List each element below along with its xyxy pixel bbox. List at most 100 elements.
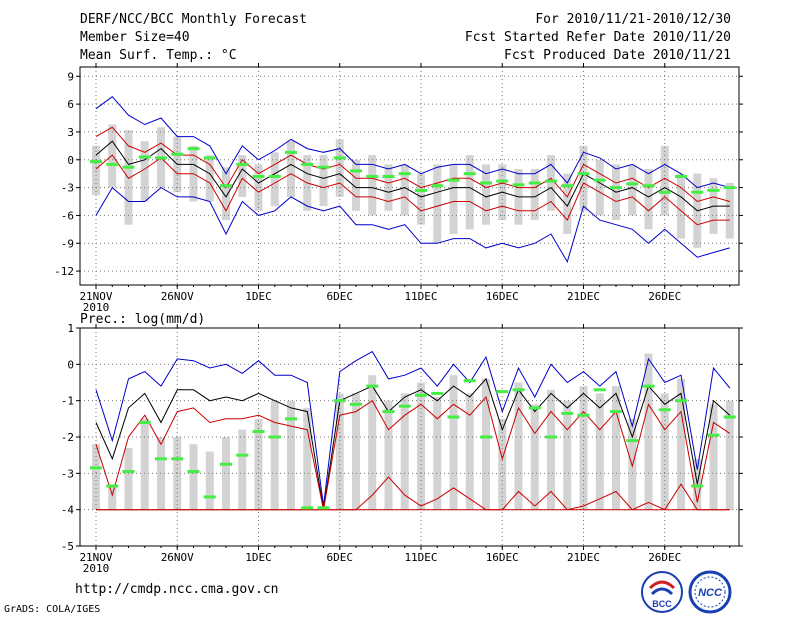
x-tick-label: 21DEC: [567, 551, 600, 564]
forecast-period: For 2010/11/21-2010/12/30: [535, 12, 731, 27]
x-tick-label: 1DEC: [245, 290, 272, 303]
y-tick-label: 0: [67, 358, 74, 371]
ensemble-box: [270, 400, 279, 510]
ensemble-box: [449, 375, 458, 510]
y-tick-label: -12: [54, 265, 74, 278]
ensemble-box: [660, 393, 669, 510]
grads-credit: GrADS: COLA/IGES: [4, 604, 101, 615]
ensemble-box: [108, 124, 117, 188]
observed-marker: [155, 457, 167, 461]
observed-marker: [593, 178, 606, 182]
y-tick-label: -6: [61, 209, 74, 222]
observed-marker: [431, 184, 444, 188]
ensemble-box: [725, 182, 734, 239]
series-line: [95, 154, 730, 226]
ensemble-box: [579, 145, 588, 211]
x-tick-label: 26DEC: [648, 290, 681, 303]
observed-marker: [138, 420, 151, 424]
ensemble-box: [368, 375, 377, 510]
x-tick-label: 26NOV: [161, 551, 194, 564]
ensemble-box: [205, 155, 214, 202]
observed-marker: [268, 435, 281, 439]
observed-marker: [512, 388, 525, 392]
y-tick-label: -4: [61, 504, 75, 517]
produced-date: Fcst Produced Date 2010/11/21: [504, 48, 731, 63]
ensemble-box: [725, 400, 734, 510]
x-tick-label: 6DEC: [327, 551, 354, 564]
observed-marker: [333, 156, 346, 160]
ensemble-box: [709, 404, 718, 510]
observed-marker: [642, 184, 655, 188]
x-tick-label: 11DEC: [404, 551, 437, 564]
observed-marker: [138, 155, 151, 159]
ensemble-box: [173, 437, 182, 510]
ensemble-box: [238, 429, 247, 510]
ensemble-box: [612, 386, 620, 510]
ensemble-box: [563, 400, 572, 510]
ensemble-box: [677, 378, 685, 510]
ensemble-box: [400, 393, 409, 510]
ensemble-box: [530, 169, 539, 221]
ensemble-box: [677, 173, 685, 239]
observed-marker: [658, 190, 671, 194]
observed-marker: [561, 184, 574, 188]
observed-marker: [155, 156, 167, 160]
observed-marker: [236, 453, 249, 457]
x-tick-label: 6DEC: [327, 290, 354, 303]
observed-marker: [658, 408, 671, 412]
observed-marker: [252, 430, 265, 434]
observed-marker: [480, 435, 492, 439]
observed-marker: [723, 415, 736, 419]
ensemble-box: [303, 407, 312, 510]
series-line: [95, 395, 731, 510]
observed-marker: [415, 393, 427, 397]
plot-frame: [79, 66, 740, 286]
observed-marker: [220, 462, 232, 466]
observed-marker: [561, 411, 574, 415]
ensemble-box: [287, 141, 295, 197]
x-tick-label: 11DEC: [404, 290, 437, 303]
ensemble-box: [368, 155, 377, 216]
member-size: Member Size=40: [80, 30, 190, 45]
ensemble-box: [124, 447, 133, 510]
y-tick-label: -5: [61, 540, 74, 553]
ensemble-box: [547, 389, 555, 510]
ensemble-box: [108, 484, 117, 510]
observed-marker: [707, 433, 720, 437]
ensemble-box: [514, 382, 523, 510]
ensemble-box: [547, 155, 555, 211]
y-tick-label: -9: [61, 237, 74, 250]
observed-marker: [626, 439, 639, 443]
ensemble-box: [433, 164, 442, 244]
ensemble-box: [238, 155, 247, 197]
observed-marker: [642, 384, 655, 388]
observed-marker: [350, 169, 362, 173]
observed-marker: [203, 156, 216, 160]
observed-marker: [691, 484, 704, 488]
observed-marker: [398, 404, 411, 408]
y-tick-label: 6: [67, 98, 74, 111]
x-tick-year: 2010: [83, 301, 110, 314]
observed-marker: [317, 165, 330, 169]
ensemble-box: [222, 437, 230, 510]
ensemble-box: [465, 155, 474, 230]
ensemble-box: [335, 393, 344, 510]
observed-marker: [187, 147, 200, 151]
observed-marker: [675, 399, 687, 403]
observed-marker: [252, 174, 265, 178]
x-tick-label: 26DEC: [648, 551, 681, 564]
y-tick-label: -2: [61, 431, 74, 444]
ncc-logo: NCC: [688, 570, 732, 614]
observed-marker: [528, 181, 541, 185]
x-tick-label: 21NOV: [79, 551, 112, 564]
ensemble-box: [579, 386, 588, 510]
x-tick-label: 16DEC: [486, 551, 519, 564]
observed-marker: [480, 181, 492, 185]
observed-marker: [431, 391, 444, 395]
observed-marker: [171, 152, 184, 156]
observed-marker: [610, 410, 622, 414]
source-url[interactable]: http://cmdp.ncc.cma.gov.cn: [75, 582, 279, 597]
observed-marker: [382, 410, 395, 414]
